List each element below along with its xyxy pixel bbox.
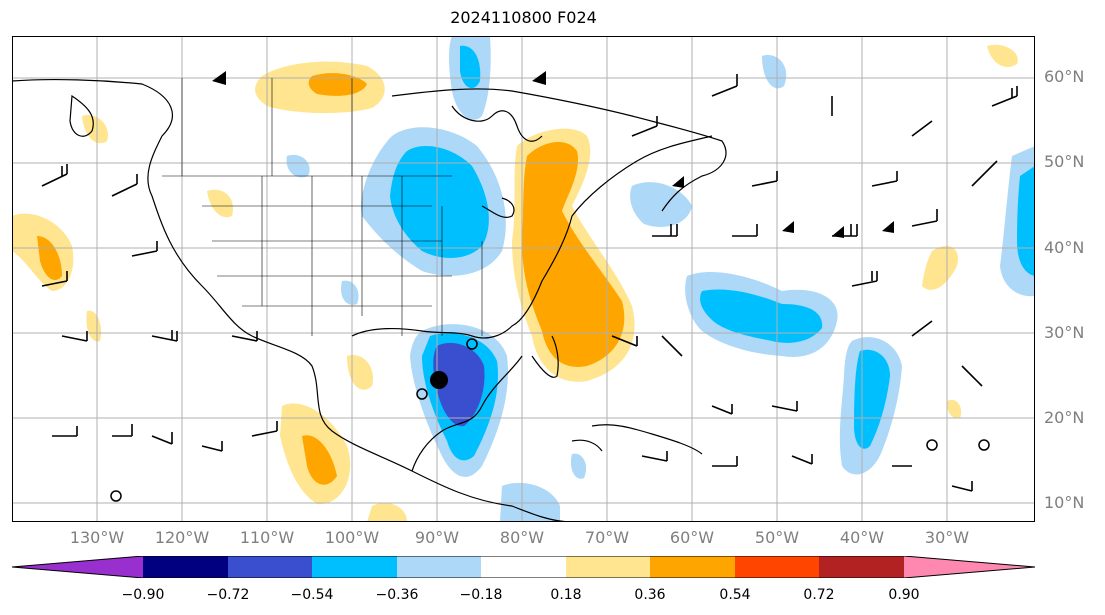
colorbar — [12, 556, 1036, 578]
wind-barb-flags — [212, 71, 894, 389]
colorbar-tick-label: 0.54 — [719, 587, 751, 603]
lat-label: 20°N — [1044, 408, 1085, 427]
positive-anomaly-core — [522, 141, 625, 367]
colorbar-tick-label: 0.36 — [634, 587, 666, 603]
lon-label: 70°W — [584, 528, 630, 547]
colorbar-tick-label: 0.72 — [803, 587, 835, 603]
negative-anomaly-core — [1017, 166, 1035, 276]
colorbar-tick-label: 0.18 — [550, 587, 582, 603]
graticule — [12, 36, 1035, 522]
positive-anomaly-region — [347, 355, 373, 390]
negative-anomaly-region — [570, 453, 587, 479]
lat-label: 60°N — [1044, 67, 1085, 86]
colorbar-segment — [735, 556, 819, 578]
positive-anomaly-core — [37, 236, 62, 281]
negative-anomaly-strong — [433, 342, 485, 427]
map-panel — [12, 36, 1035, 522]
lon-label: 120°W — [154, 528, 210, 547]
positive-anomaly-region — [946, 399, 962, 419]
negative-anomaly-region — [500, 482, 560, 522]
anomaly-fields — [12, 36, 1035, 522]
positive-anomaly-region — [922, 246, 958, 290]
colorbar-tick-label: −0.18 — [459, 587, 503, 603]
positive-anomaly-region — [987, 44, 1018, 67]
lon-label: 60°W — [669, 528, 715, 547]
positive-anomaly-core — [302, 435, 337, 485]
lon-label: 80°W — [499, 528, 545, 547]
positive-anomaly-region — [207, 189, 233, 218]
lon-label: 50°W — [754, 528, 800, 547]
lon-label: 90°W — [414, 528, 460, 547]
positive-anomaly-region — [367, 502, 407, 522]
colorbar-segment — [397, 556, 481, 578]
colorbar-segment — [228, 556, 312, 578]
lon-label: 110°W — [239, 528, 295, 547]
calm-markers — [110, 338, 990, 502]
colorbar-segment — [143, 556, 228, 578]
lat-label: 40°N — [1044, 238, 1085, 257]
lon-label: 40°W — [839, 528, 885, 547]
lon-label: 100°W — [324, 528, 380, 547]
colorbar-tick-label: −0.72 — [206, 587, 250, 603]
negative-anomaly-region — [762, 55, 787, 89]
colorbar-segment — [566, 556, 650, 578]
negative-anomaly-core — [700, 289, 823, 343]
lat-label: 50°N — [1044, 152, 1085, 171]
positive-anomaly-region — [82, 115, 108, 144]
admin-boundaries — [162, 78, 483, 336]
lat-label: 10°N — [1044, 493, 1085, 512]
lat-label: 30°N — [1044, 323, 1085, 342]
colorbar-segment — [312, 556, 397, 578]
colorbar-segment — [481, 556, 566, 578]
negative-anomaly-core — [460, 45, 481, 89]
colorbar-segment-under — [12, 556, 143, 578]
colorbar-tick-label: 0.90 — [888, 587, 920, 603]
negative-anomaly-region — [286, 154, 310, 178]
colorbar-segment — [650, 556, 735, 578]
colorbar-tick-label: −0.54 — [290, 587, 334, 603]
negative-anomaly-core — [854, 349, 890, 449]
lon-label: 30°W — [924, 528, 970, 547]
lon-label: 130°W — [69, 528, 125, 547]
colorbar-tick-label: −0.36 — [375, 587, 419, 603]
negative-anomaly-region — [341, 280, 359, 305]
coastlines — [12, 78, 727, 522]
map-title: 2024110800 F024 — [450, 8, 597, 27]
colorbar-segment — [819, 556, 904, 578]
colorbar-segment-over — [904, 556, 1035, 578]
colorbar-tick-label: −0.90 — [121, 587, 165, 603]
negative-anomaly-core — [390, 146, 489, 258]
